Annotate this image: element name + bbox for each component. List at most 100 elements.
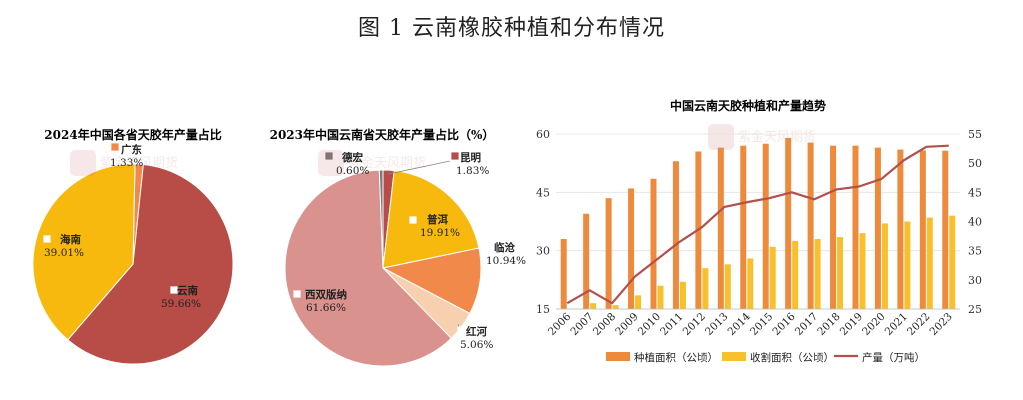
- combo-chart-yunnan-trend: 中国云南天胶种植和产量趋势 紫金天风期货 15 30 45 60 25 30 35 40 45 5…: [536, 98, 982, 364]
- slice-value: 0.60%: [336, 165, 369, 177]
- bar-planted-area: [919, 150, 926, 309]
- pie-slice: [284, 169, 452, 367]
- bar-harvested-area: [792, 240, 799, 309]
- right-axis-tick: 35: [968, 245, 982, 258]
- slice-label: 昆明: [460, 152, 481, 164]
- x-tick-label: 2015: [748, 311, 775, 338]
- bar-harvested-area: [769, 246, 776, 309]
- figure-title: 图 1 云南橡胶种植和分布情况: [358, 16, 665, 41]
- bar-planted-area: [762, 143, 769, 309]
- label-marker: [409, 216, 417, 224]
- slice-label: 海南: [60, 233, 81, 246]
- x-tick-label: 2014: [726, 310, 754, 338]
- bar-planted-area: [605, 198, 612, 309]
- bar-planted-area: [807, 142, 814, 309]
- x-tick-label: 2007: [568, 311, 595, 338]
- slice-label: 德宏: [341, 151, 363, 164]
- x-tick-label: 2019: [838, 311, 865, 338]
- x-tick-label: 2012: [681, 311, 708, 338]
- pie1-title: 2024年中国各省天胶年产量占比: [44, 127, 221, 142]
- slice-value: 10.94%: [486, 255, 526, 267]
- x-tick-label: 2023: [928, 311, 955, 338]
- right-axis-tick: 45: [968, 186, 982, 199]
- label-marker: [483, 240, 491, 248]
- right-axis-tick: 30: [968, 274, 982, 287]
- bar-planted-area: [897, 149, 904, 309]
- slice-value: 39.01%: [44, 247, 84, 259]
- bar-planted-area: [628, 188, 635, 309]
- slice-value: 59.66%: [161, 298, 201, 310]
- bar-harvested-area: [904, 221, 911, 309]
- slice-label: 云南: [177, 284, 198, 297]
- bar-harvested-area: [949, 215, 956, 309]
- bar-harvested-area: [814, 239, 821, 309]
- left-axis-tick: 45: [536, 186, 550, 199]
- right-axis-tick: 50: [968, 157, 982, 170]
- pie-slice: [381, 247, 482, 315]
- bar-harvested-area: [612, 305, 619, 309]
- slice-label: 西双版纳: [305, 288, 347, 301]
- bar-planted-area: [942, 150, 949, 309]
- x-tick-label: 2008: [591, 311, 618, 338]
- watermark-group: 紫金天风期货 紫金天风期货: [70, 150, 426, 176]
- slice-value: 61.66%: [306, 302, 346, 314]
- pie-slice: [67, 163, 234, 365]
- slice-value: 1.83%: [456, 165, 489, 177]
- slice-value: 19.91%: [420, 227, 460, 239]
- pie-slice: [382, 170, 480, 269]
- bar-planted-area: [785, 137, 792, 309]
- bar-harvested-area: [747, 258, 754, 309]
- left-axis-tick: 60: [536, 128, 550, 141]
- left-axis-tick: 30: [536, 245, 550, 258]
- bar-planted-area: [874, 147, 881, 309]
- label-marker: [43, 235, 51, 243]
- slice-value: 5.06%: [460, 339, 493, 351]
- bar-planted-area: [830, 145, 837, 309]
- bar-harvested-area: [702, 268, 709, 309]
- pie-slice: [32, 163, 136, 341]
- legend-label: 种植面积（公顷）: [634, 351, 718, 364]
- bar-planted-area: [740, 145, 747, 309]
- watermark-text: 紫金天风期货: [348, 155, 426, 171]
- bar-harvested-area: [926, 217, 933, 309]
- label-marker: [325, 152, 333, 160]
- slice-label: 红河: [466, 325, 487, 338]
- bar-harvested-area: [881, 223, 888, 309]
- watermark: 紫金天风期货: [708, 124, 816, 150]
- line-production: [566, 144, 949, 305]
- slice-value: 1.33%: [110, 157, 143, 169]
- x-tick-label: 2006: [546, 310, 574, 338]
- x-tick-label: 2017: [793, 311, 820, 338]
- x-tick-label: 2013: [703, 311, 730, 338]
- combo-title: 中国云南天胶种植和产量趋势: [670, 98, 826, 113]
- legend-label: 收割面积（公顷）: [750, 351, 834, 364]
- x-tick-label: 2009: [613, 311, 640, 338]
- bar-harvested-area: [635, 295, 642, 309]
- bar-planted-area: [560, 239, 567, 309]
- x-tick-label: 2011: [658, 311, 685, 338]
- right-axis-tick: 40: [968, 216, 982, 229]
- left-axis-tick: 15: [536, 303, 550, 316]
- legend-label: 产量（万吨）: [862, 351, 925, 364]
- watermark-text: 紫金天风期货: [738, 129, 816, 145]
- label-marker: [457, 326, 465, 334]
- bar-harvested-area: [657, 285, 664, 309]
- slice-label: 普洱: [427, 213, 448, 226]
- bar-planted-area: [717, 147, 724, 309]
- bar-harvested-area: [859, 233, 866, 309]
- watermark-text: 紫金天风期货: [100, 155, 178, 171]
- x-tick-label: 2022: [905, 311, 932, 338]
- label-marker: [170, 286, 178, 294]
- bar-harvested-area: [590, 303, 597, 309]
- slice-label: 广东: [121, 143, 142, 156]
- label-marker: [451, 152, 459, 160]
- leader-line: [388, 160, 451, 175]
- x-tick-label: 2020: [860, 311, 887, 338]
- x-tick-label: 2018: [815, 311, 842, 338]
- bar-harvested-area: [724, 264, 731, 309]
- label-marker: [293, 290, 301, 298]
- bar-harvested-area: [837, 237, 844, 309]
